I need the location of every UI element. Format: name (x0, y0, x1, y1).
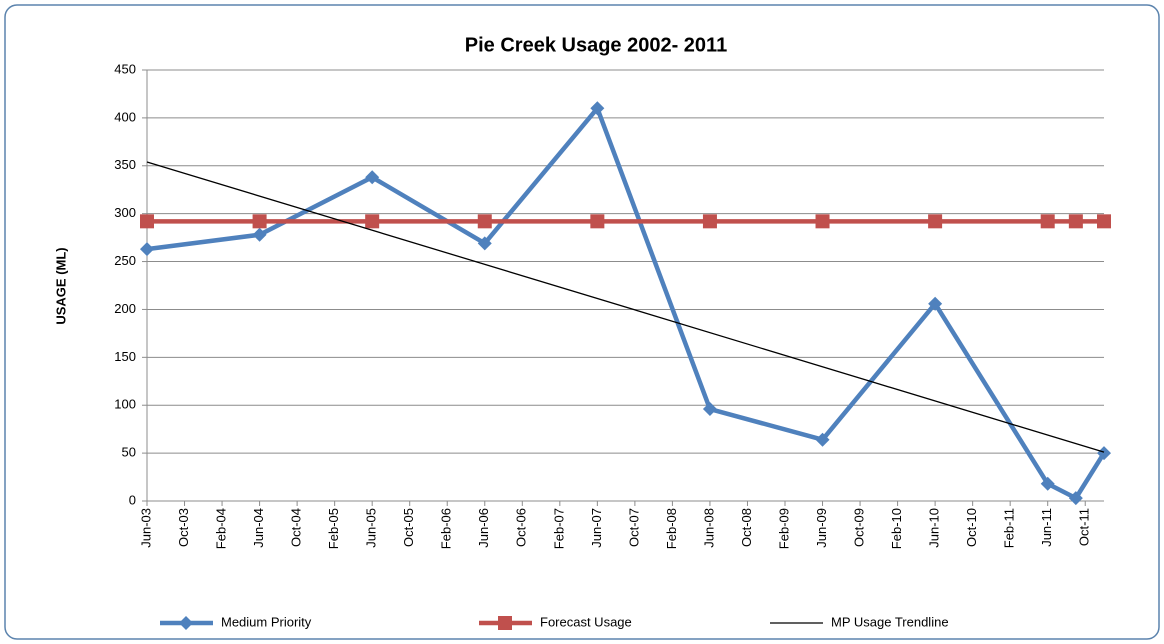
y-tick-label: 350 (114, 157, 136, 172)
chart-border (4, 4, 1160, 640)
legend-label: MP Usage Trendline (831, 614, 949, 629)
point (365, 170, 380, 185)
x-tick-label: Oct-08 (739, 508, 754, 547)
point (815, 432, 830, 447)
x-tick-label: Feb-11 (1002, 508, 1017, 548)
x-tick-label: Feb-10 (889, 508, 904, 549)
legend-marker (179, 616, 193, 630)
point (590, 214, 605, 229)
point (252, 214, 267, 229)
y-tick-label: 0 (129, 492, 136, 507)
x-tick-label: Feb-06 (439, 508, 454, 549)
x-tick-label: Oct-11 (1077, 508, 1092, 546)
point (252, 227, 267, 242)
x-tick-label: Jun-05 (364, 508, 379, 548)
chart-title: Pie Creek Usage 2002- 2011 (465, 34, 727, 56)
x-tick-label: Feb-09 (776, 508, 791, 549)
x-tick-label: Oct-04 (289, 508, 304, 547)
x-tick-label: Jun-11 (1039, 508, 1054, 547)
x-tick-label: Jun-06 (476, 508, 491, 548)
x-tick-label: Feb-05 (326, 508, 341, 549)
y-tick-label: 250 (114, 253, 136, 268)
point (815, 214, 830, 229)
x-tick-label: Feb-07 (551, 508, 566, 549)
point (140, 242, 154, 257)
point (1068, 214, 1083, 229)
x-tick-label: Jun-08 (701, 508, 716, 548)
x-tick-label: Jun-03 (138, 508, 153, 548)
x-tick-label: Jun-07 (589, 508, 604, 548)
point (702, 214, 717, 229)
x-tick-label: Jun-09 (814, 508, 829, 548)
x-tick-label: Oct-06 (514, 508, 529, 547)
point (928, 214, 943, 229)
x-tick-label: Oct-05 (401, 508, 416, 547)
x-tick-label: Feb-04 (213, 508, 228, 549)
y-tick-label: 400 (114, 109, 136, 124)
x-tick-label: Jun-10 (927, 508, 942, 548)
legend-marker (498, 616, 512, 630)
x-tick-label: Oct-10 (964, 508, 979, 547)
x-tick-label: Oct-09 (851, 508, 866, 547)
x-tick-label: Oct-03 (176, 508, 191, 547)
y-tick-label: 450 (114, 61, 136, 76)
y-axis-label: USAGE (ML) (53, 247, 68, 324)
legend-label: Forecast Usage (540, 614, 632, 629)
x-tick-label: Jun-04 (251, 508, 266, 548)
y-tick-label: 300 (114, 205, 136, 220)
point (1097, 214, 1111, 229)
point (1068, 491, 1083, 506)
y-tick-label: 50 (122, 445, 136, 460)
point (590, 101, 605, 116)
point (928, 296, 943, 311)
point (477, 214, 492, 229)
y-tick-label: 200 (114, 301, 136, 316)
point (140, 214, 154, 229)
point (365, 214, 380, 229)
x-tick-label: Feb-08 (664, 508, 679, 549)
point (1097, 446, 1111, 461)
y-tick-label: 150 (114, 349, 136, 364)
series-line (146, 161, 1105, 453)
point (702, 402, 717, 417)
point (477, 236, 492, 251)
x-tick-label: Oct-07 (626, 508, 641, 547)
y-tick-label: 100 (114, 397, 136, 412)
legend-label: Medium Priority (221, 614, 312, 629)
point (1040, 214, 1055, 229)
point (1040, 476, 1055, 491)
